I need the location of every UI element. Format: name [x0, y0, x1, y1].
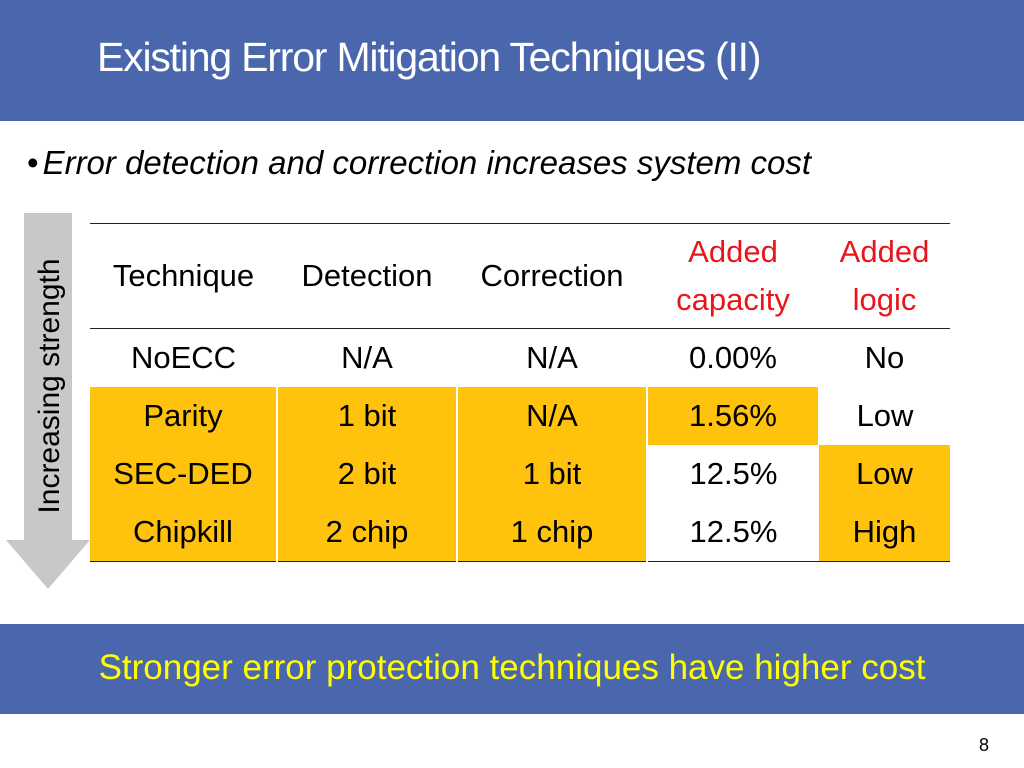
bullet-text: Error detection and correction increases…: [42, 144, 812, 181]
cell-detection: 2 chip: [277, 503, 458, 562]
title-bar: Existing Error Mitigation Techniques (II…: [0, 0, 1024, 121]
cell-detection: N/A: [341, 340, 393, 375]
cell-technique: Parity: [90, 387, 278, 445]
header-detection: Detection: [277, 223, 457, 329]
comparison-table: Technique Detection Correction Added capa…: [90, 223, 950, 562]
cell-technique: Chipkill: [90, 503, 278, 562]
cell-detection: 1 bit: [277, 387, 458, 445]
page-number: 8: [979, 735, 990, 755]
conclusion-banner: Stronger error protection techniques hav…: [0, 624, 1024, 714]
header-added-logic: Added logic: [819, 223, 950, 329]
cell-correction: N/A: [457, 387, 648, 445]
cell-added-capacity: 12.5%: [647, 503, 819, 562]
conclusion-text: Stronger error protection techniques hav…: [98, 648, 926, 687]
cell-added-logic: Low: [819, 445, 950, 503]
arrow-label: Increasing strength: [33, 258, 66, 514]
cell-correction: N/A: [526, 340, 578, 375]
cell-added-logic: No: [864, 340, 905, 375]
table-row: Chipkill 2 chip 1 chip 12.5% High: [90, 503, 950, 562]
cell-added-logic: High: [819, 503, 950, 562]
table-row: SEC-DED 2 bit 1 bit 12.5% Low: [90, 445, 950, 503]
table-row: NoECC N/A N/A 0.00% No: [90, 329, 950, 388]
cell-added-logic: Low: [856, 398, 914, 433]
header-added-capacity: Added capacity: [647, 223, 819, 329]
arrow-shape: [6, 213, 90, 589]
header-technique: Technique: [90, 223, 277, 329]
header-correction: Correction: [457, 223, 647, 329]
table-header-row: Technique Detection Correction Added capa…: [90, 223, 950, 329]
cell-technique: SEC-DED: [90, 445, 278, 503]
cell-correction: 1 bit: [457, 445, 648, 503]
slide-title: Existing Error Mitigation Techniques (II…: [97, 34, 761, 80]
cell-detection: 2 bit: [277, 445, 458, 503]
cell-added-capacity: 1.56%: [647, 387, 820, 445]
cell-added-capacity: 0.00%: [689, 340, 777, 375]
bullet-point: • Error detection and correction increase…: [27, 144, 811, 182]
bullet-icon: •: [27, 144, 39, 181]
cell-technique: NoECC: [130, 340, 237, 375]
cell-added-capacity: 12.5%: [689, 456, 778, 491]
table-row: Parity 1 bit N/A 1.56% Low: [90, 387, 950, 445]
cell-correction: 1 chip: [457, 503, 648, 562]
down-arrow-icon: [6, 213, 90, 589]
